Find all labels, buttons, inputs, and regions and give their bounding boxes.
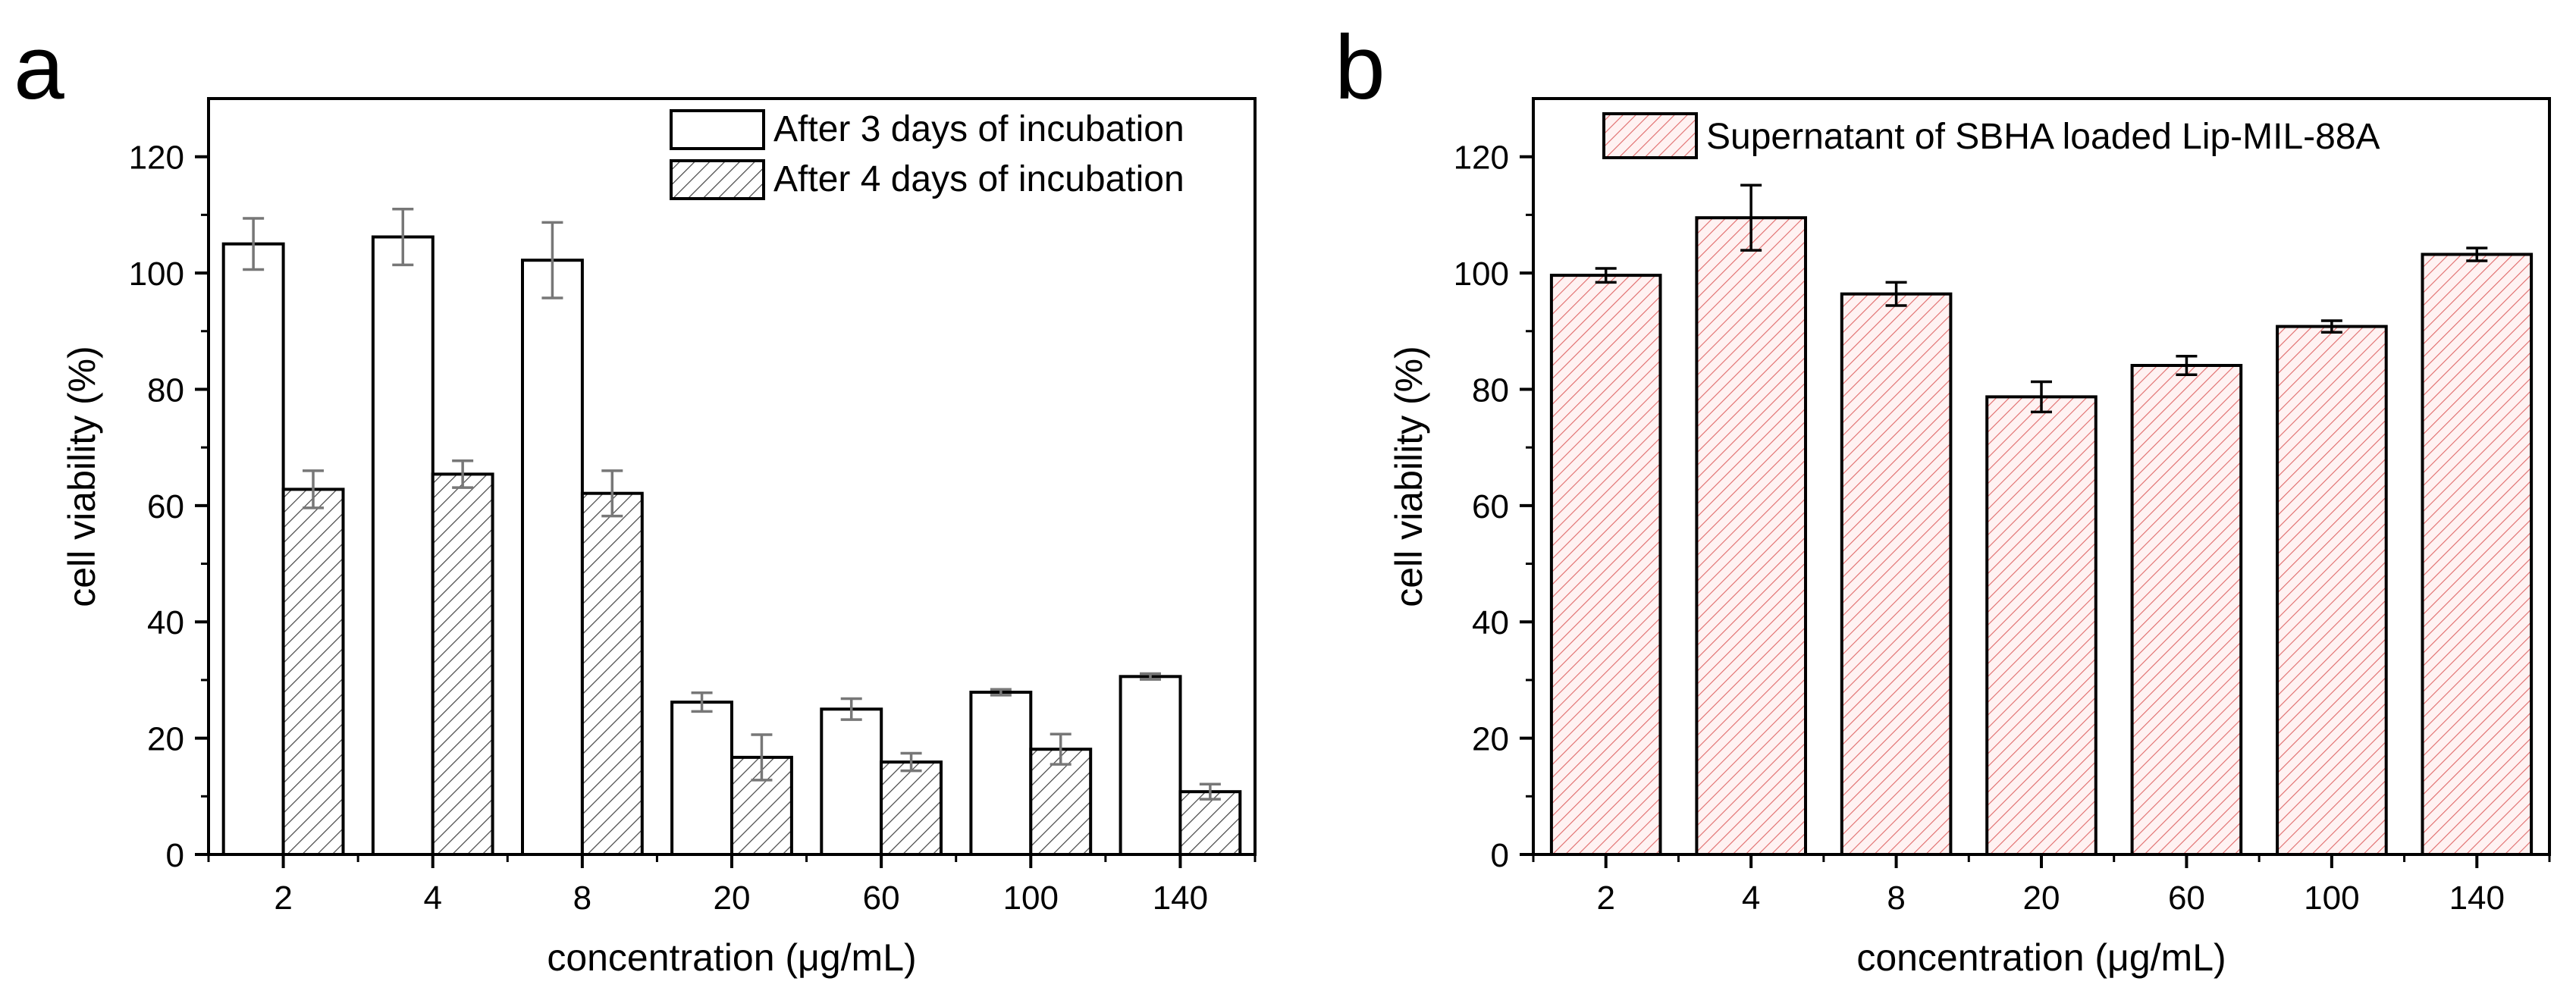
error-bar-b-s0-4 — [1740, 183, 1762, 252]
x-tick-label: 100 — [2304, 879, 2359, 917]
plot-a-area: 0 20 40 60 80 100 120 2 4 8 20 60 100 140 concentratio… — [61, 97, 1257, 979]
x-tick-label: 20 — [714, 879, 751, 917]
y-tick-label: 120 — [1454, 140, 1509, 177]
x-tick-label: 140 — [2449, 879, 2505, 917]
x-tick-label: 2 — [1596, 879, 1614, 917]
x-tick-label: 8 — [573, 879, 591, 917]
x-tick-label: 60 — [2168, 879, 2205, 917]
x-tick-label: 2 — [274, 879, 292, 917]
y-tick-label: 100 — [129, 256, 184, 293]
y-tick-label: 80 — [147, 372, 184, 409]
error-bar-a-s0-2 — [243, 217, 265, 271]
y-axis-title: cell viability (%) — [1388, 346, 1430, 607]
legend-label: After 4 days of incubation — [773, 159, 1184, 199]
y-tick-label: 60 — [147, 488, 184, 525]
bar-a-s0-100 — [969, 691, 1033, 856]
legend-label: After 3 days of incubation — [773, 109, 1184, 149]
panel-a-label: a — [14, 17, 64, 118]
legend-swatch — [670, 109, 765, 150]
plot-b-area: 0 20 40 60 80 100 120 2 4 8 20 60 100 140 concentratio… — [1388, 97, 2551, 979]
bar-b-s0-20 — [1985, 395, 2098, 856]
x-tick-label: 4 — [1742, 879, 1760, 917]
x-tick-label: 100 — [1003, 879, 1059, 917]
error-bar-a-s1-140 — [1199, 782, 1221, 801]
bar-b-s0-2 — [1549, 274, 1662, 857]
y-axis-title: cell viability (%) — [61, 346, 103, 607]
y-tick-label: 40 — [1472, 604, 1509, 641]
bar-a-s0-140 — [1119, 675, 1182, 856]
y-tick-label: 40 — [147, 604, 184, 641]
error-bar-a-s0-4 — [392, 207, 414, 267]
bar-a-s1-140 — [1178, 790, 1242, 856]
error-bar-b-s0-60 — [2176, 354, 2198, 377]
bar-a-s1-4 — [431, 472, 494, 857]
y-tick-label: 80 — [1472, 372, 1509, 409]
error-bar-b-s0-100 — [2320, 319, 2342, 334]
error-bar-a-s1-20 — [751, 733, 773, 782]
error-bar-a-s0-20 — [691, 691, 713, 713]
error-bar-b-s0-20 — [2031, 380, 2052, 414]
error-bar-a-s1-60 — [900, 751, 922, 773]
bar-b-s0-60 — [2130, 364, 2243, 856]
error-bar-a-s0-60 — [840, 697, 862, 721]
error-bar-a-s1-100 — [1050, 732, 1072, 766]
y-tick-label: 120 — [129, 140, 184, 177]
y-tick-label: 100 — [1454, 256, 1509, 293]
bar-b-s0-4 — [1695, 216, 1807, 856]
bar-a-s1-60 — [880, 760, 943, 856]
bar-b-s0-8 — [1840, 292, 1953, 856]
error-bar-b-s0-140 — [2466, 246, 2488, 262]
legend-swatch — [670, 159, 765, 200]
legend-label: Supernatant of SBHA loaded Lip-MIL-88A — [1706, 117, 2380, 157]
x-tick-label: 20 — [2023, 879, 2060, 917]
y-tick-label: 20 — [147, 721, 184, 758]
legend-a: After 3 days of incubation After 4 days o… — [670, 109, 1184, 200]
x-axis-title: concentration (μg/mL) — [1856, 936, 2226, 979]
bar-b-s0-100 — [2276, 324, 2388, 857]
y-tick-label: 0 — [166, 837, 184, 874]
y-tick-label: 0 — [1491, 837, 1509, 874]
error-bar-a-s1-4 — [452, 459, 474, 489]
panel-a: a 0 20 40 60 80 100 120 2 4 8 20 60 100 140 concentrat… — [14, 17, 1257, 979]
bar-a-s1-8 — [580, 491, 644, 856]
x-tick-label: 4 — [423, 879, 441, 917]
error-bar-a-s0-140 — [1140, 672, 1161, 681]
panel-b: b 0 20 40 60 80 100 120 2 4 8 20 60 100 140 concentrat… — [1335, 17, 2551, 979]
bar-a-s0-20 — [670, 701, 733, 856]
y-tick-label: 60 — [1472, 488, 1509, 525]
y-tick-label: 20 — [1472, 721, 1509, 758]
error-bar-a-s0-100 — [990, 688, 1012, 697]
bar-a-s0-2 — [221, 242, 285, 856]
legend-swatch — [1602, 112, 1698, 159]
x-tick-label: 140 — [1153, 879, 1208, 917]
panel-b-label: b — [1335, 17, 1385, 118]
bar-a-s1-2 — [281, 488, 345, 857]
error-bar-a-s1-2 — [303, 469, 324, 509]
bar-a-s0-60 — [820, 707, 883, 856]
bar-a-s0-4 — [371, 235, 435, 856]
error-bar-a-s1-8 — [601, 469, 623, 518]
error-bar-a-s0-8 — [541, 221, 563, 299]
x-tick-label: 60 — [863, 879, 900, 917]
bar-a-s0-8 — [521, 259, 584, 856]
error-bar-b-s0-2 — [1595, 267, 1617, 284]
x-axis-title: concentration (μg/mL) — [547, 936, 916, 979]
error-bar-b-s0-8 — [1885, 281, 1907, 307]
x-tick-label: 8 — [1887, 879, 1905, 917]
legend-b: Supernatant of SBHA loaded Lip-MIL-88A — [1602, 112, 2380, 159]
bar-b-s0-140 — [2421, 252, 2534, 856]
